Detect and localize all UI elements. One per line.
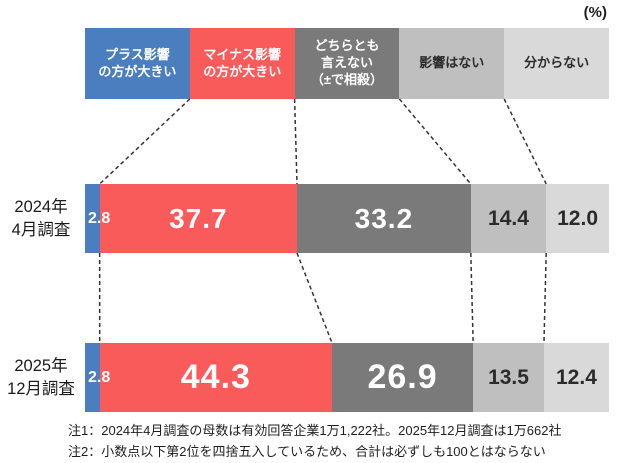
legend-row: プラス影響 の方が大きい マイナス影響 の方が大きい どちらとも 言えない （±で相… — [85, 28, 609, 99]
footnote-1: 注1：2024年4月調査の母数は有効回答企業1万1,222社。2025年12月調… — [68, 423, 562, 438]
value-label: 13.5 — [488, 365, 529, 389]
value-label: 37.7 — [169, 202, 228, 234]
bar-segment-r1-c3: 13.5 — [473, 343, 544, 412]
legend-item-1: マイナス影響 の方が大きい — [189, 28, 295, 99]
value-label: 12.0 — [557, 206, 598, 230]
bar-segment-r0-c1: 37.7 — [99, 184, 297, 253]
row-label-2024-april: 2024年 4月調査 — [11, 198, 71, 239]
connector-line — [503, 98, 547, 185]
footnote-2: 注2：小数点以下第2位を四捨五入しているため、合計は必ずしも100とはならない — [68, 444, 546, 459]
value-label: 33.2 — [354, 202, 414, 234]
connector-line — [398, 98, 472, 185]
bar-segment-r0-c3: 14.4 — [470, 184, 547, 253]
unit-label: (%) — [583, 4, 607, 21]
connector-line — [293, 98, 298, 185]
connector-line — [543, 252, 547, 344]
legend-item-2: どちらとも 言えない （±で相殺） — [294, 28, 400, 99]
connector-line — [470, 252, 474, 344]
bar-row-2025-december: 2025年 12月調査 2.8 44.3 26.9 13.5 12.4 — [0, 343, 617, 412]
connector-line — [296, 252, 333, 344]
value-label: 14.4 — [488, 206, 529, 230]
row-label-2025-december: 2025年 12月調査 — [7, 357, 75, 398]
value-label: 2.8 — [88, 368, 111, 386]
legend-item-4: 分からない — [504, 28, 609, 99]
value-label: 26.9 — [367, 358, 438, 396]
bar-2025-december: 2.8 44.3 26.9 13.5 12.4 — [85, 343, 609, 412]
bar-segment-r1-c0: 2.8 — [85, 343, 110, 412]
bar-segment-r0-c0: 2.8 — [85, 184, 110, 253]
bar-row-2024-april: 2024年 4月調査 2.8 37.7 33.2 14.4 12.0 — [0, 184, 617, 253]
legend-item-3: 影響はない — [399, 28, 505, 99]
bar-segment-r1-c2: 26.9 — [332, 343, 474, 412]
legend-item-0: プラス影響 の方が大きい — [85, 28, 190, 99]
bar-segment-r0-c2: 33.2 — [297, 184, 471, 253]
connector-line — [99, 98, 191, 185]
value-label: 2.8 — [88, 209, 111, 227]
bar-segment-r1-c1: 44.3 — [99, 343, 333, 412]
value-label: 12.4 — [556, 365, 597, 389]
bar-segment-r1-c4: 12.4 — [543, 343, 609, 412]
bar-segment-r0-c4: 12.0 — [546, 184, 609, 253]
value-label: 44.3 — [180, 358, 251, 396]
footnotes: 注1：2024年4月調査の母数は有効回答企業1万1,222社。2025年12月調… — [68, 420, 561, 462]
bar-2024-april: 2.8 37.7 33.2 14.4 12.0 — [85, 184, 609, 253]
